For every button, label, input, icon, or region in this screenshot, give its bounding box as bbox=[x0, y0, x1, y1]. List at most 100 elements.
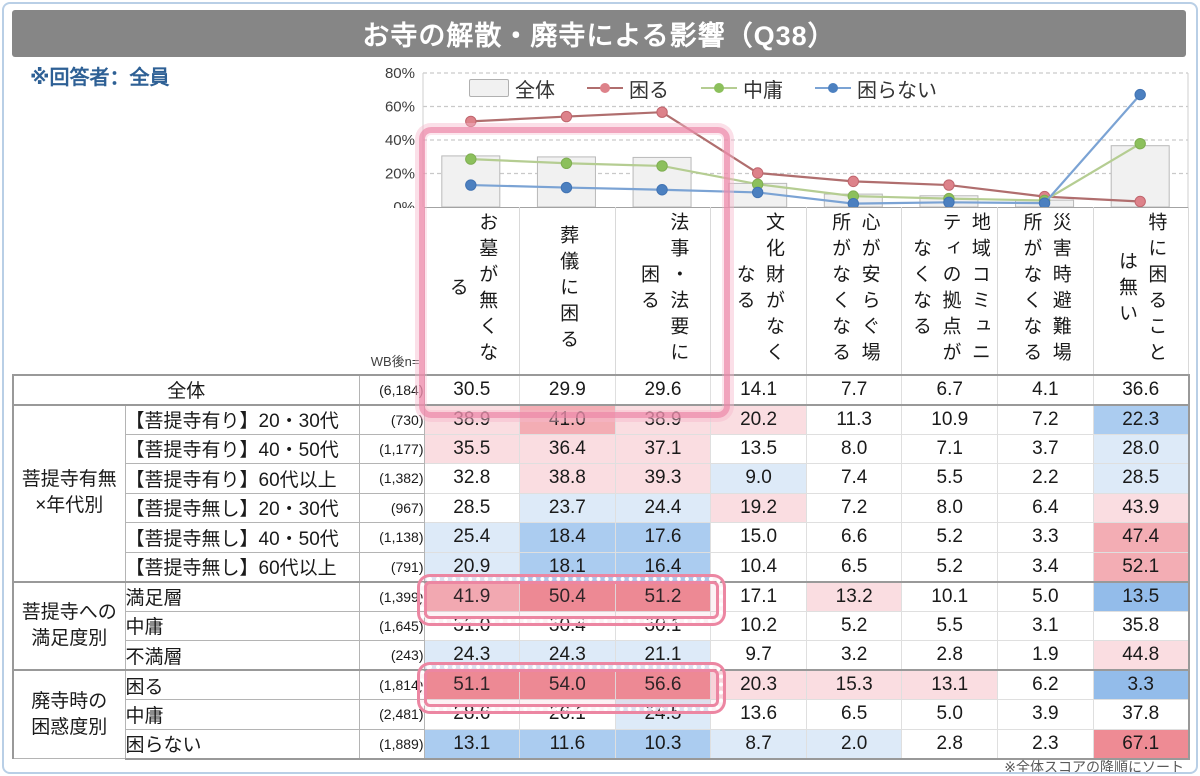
value-cell: 51.1 bbox=[423, 669, 521, 700]
row-label-cell: 満足層 bbox=[124, 580, 360, 612]
row-label-cell: 【菩提寺無し】20・30代 bbox=[124, 492, 360, 523]
value-cell: 56.6 bbox=[614, 669, 712, 700]
value-cell: 9.0 bbox=[710, 463, 807, 494]
value-cell: 28.0 bbox=[1092, 433, 1190, 464]
value-cell: 5.2 bbox=[805, 610, 903, 641]
row-label-cell: 困らない bbox=[124, 728, 360, 760]
value-cell: 30.1 bbox=[614, 610, 712, 641]
value-cell: 10.3 bbox=[614, 728, 712, 760]
row-label-cell: 【菩提寺有り】60代以上 bbox=[124, 463, 360, 494]
value-cell: 67.1 bbox=[1092, 728, 1190, 760]
column-header-label: 特に困ることは無い bbox=[1115, 211, 1167, 368]
value-cell: 13.2 bbox=[805, 580, 903, 612]
value-cell: 30.5 bbox=[423, 373, 521, 406]
value-cell: 7.2 bbox=[805, 492, 903, 523]
value-cell: 9.7 bbox=[710, 640, 807, 671]
value-cell: 35.5 bbox=[423, 433, 521, 464]
value-cell: 43.9 bbox=[1092, 492, 1190, 523]
row-label-cell: 【菩提寺無し】40・50代 bbox=[124, 522, 360, 553]
value-cell: 3.7 bbox=[997, 433, 1094, 464]
value-cell: 5.2 bbox=[901, 551, 999, 582]
value-cell: 3.4 bbox=[997, 551, 1094, 582]
value-cell: 31.0 bbox=[423, 610, 521, 641]
value-cell: 50.4 bbox=[519, 580, 616, 612]
n-cell: (1,382) bbox=[358, 463, 425, 494]
value-cell: 5.0 bbox=[997, 580, 1094, 612]
value-cell: 17.6 bbox=[614, 522, 712, 553]
value-cell: 6.5 bbox=[805, 551, 903, 582]
value-cell: 10.2 bbox=[710, 610, 807, 641]
n-cell: (730) bbox=[358, 403, 425, 435]
column-header: 特に困ることは無い bbox=[1092, 207, 1190, 376]
legend-marker-dot bbox=[600, 83, 610, 93]
value-cell: 29.9 bbox=[519, 373, 616, 406]
table-row: 全体 (6,184) 30.5 29.9 29.6 14.1 7.7 6.7 4.1 36.6 bbox=[12, 373, 1190, 406]
value-cell: 18.1 bbox=[519, 551, 616, 582]
value-cell: 13.5 bbox=[710, 433, 807, 464]
value-cell: 13.1 bbox=[901, 669, 999, 700]
table-row: 【菩提寺有り】40・50代 (1,177) 35.5 36.4 37.1 13.5 8.0 7… bbox=[13, 433, 1190, 464]
table-row: 【菩提寺無し】20・30代 (967) 28.5 23.7 24.4 19.2 7.2 8.0… bbox=[13, 492, 1190, 523]
value-cell: 28.5 bbox=[423, 492, 521, 523]
group-label-cell: 菩提寺有無 ×年代別 bbox=[12, 403, 126, 582]
value-cell: 1.9 bbox=[997, 640, 1094, 671]
svg-text:80%: 80% bbox=[385, 65, 415, 82]
table-row: 【菩提寺無し】60代以上 (791) 20.9 18.1 16.4 10.4 6.5 5.2 3… bbox=[13, 551, 1190, 582]
table-row: 菩提寺への 満足度別 満足層 (1,399) 41.9 50.4 51.2 17.1 13.2… bbox=[12, 580, 1190, 671]
value-cell: 6.6 bbox=[805, 522, 903, 553]
table-row: 中庸 (2,481) 28.6 26.1 24.5 13.6 6.5 5.0 3.9 37.8 bbox=[13, 699, 1190, 730]
value-cell: 10.1 bbox=[901, 580, 999, 612]
legend-item: 困らない bbox=[815, 74, 937, 103]
table-row: 困らない (1,889) 13.1 11.6 10.3 8.7 2.0 2.8 2.3 67.1 bbox=[13, 728, 1190, 760]
table-row: 【菩提寺無し】40・50代 (1,138) 25.4 18.4 17.6 15.0 6.6 5… bbox=[13, 522, 1190, 553]
legend-marker-dot bbox=[828, 83, 838, 93]
value-cell: 54.0 bbox=[519, 669, 616, 700]
value-cell: 7.4 bbox=[805, 463, 903, 494]
value-cell: 7.1 bbox=[901, 433, 999, 464]
column-header-label: 葬儀に困る bbox=[557, 224, 579, 355]
column-header: 文化財がなくなる bbox=[710, 207, 807, 376]
value-cell: 32.8 bbox=[423, 463, 521, 494]
page-title: お寺の解散・廃寺による影響（Q38） bbox=[362, 21, 836, 51]
row-label-cell: 中庸 bbox=[124, 699, 360, 730]
value-cell: 28.5 bbox=[1092, 463, 1190, 494]
row-label-cell: 全体 bbox=[12, 373, 360, 406]
value-cell: 16.4 bbox=[614, 551, 712, 582]
n-cell: (791) bbox=[358, 551, 425, 582]
legend-marker-dot bbox=[714, 83, 724, 93]
value-cell: 38.9 bbox=[614, 403, 712, 435]
value-cell: 2.8 bbox=[901, 640, 999, 671]
value-cell: 7.2 bbox=[997, 403, 1094, 435]
n-cell: (1,399) bbox=[358, 580, 425, 612]
value-cell: 3.1 bbox=[997, 610, 1094, 641]
row-label-cell: 【菩提寺有り】40・50代 bbox=[124, 433, 360, 464]
legend-line-swatch bbox=[701, 83, 737, 93]
value-cell: 37.8 bbox=[1092, 699, 1190, 730]
n-cell: (967) bbox=[358, 492, 425, 523]
value-cell: 41.9 bbox=[423, 580, 521, 612]
column-header: お墓が無くなる bbox=[423, 207, 521, 376]
column-header: 地域コミュニティの拠点がなくなる bbox=[901, 207, 999, 376]
value-cell: 6.2 bbox=[997, 669, 1094, 700]
n-cell: (1,138) bbox=[358, 522, 425, 553]
value-cell: 8.0 bbox=[901, 492, 999, 523]
n-cell: (1,814) bbox=[358, 669, 425, 700]
svg-text:20%: 20% bbox=[385, 166, 415, 183]
combo-chart: 0% 20% 40% 60% 80% bbox=[385, 65, 1189, 210]
value-cell: 35.8 bbox=[1092, 610, 1190, 641]
column-header-label: お墓が無くなる bbox=[446, 211, 498, 368]
value-cell: 51.2 bbox=[614, 580, 712, 612]
value-cell: 5.5 bbox=[901, 610, 999, 641]
table-header-row: WB後n= お墓が無くなる 葬儀に困る 法事・法要に困る 文化財がなくなる 心が安らぐ場… bbox=[13, 207, 1190, 376]
column-header-label: 災害時避難場所がなくなる bbox=[1020, 211, 1071, 368]
value-cell: 13.1 bbox=[423, 728, 521, 760]
value-cell: 19.2 bbox=[710, 492, 807, 523]
legend-item: 全体 bbox=[469, 74, 555, 103]
row-label-cell: 【菩提寺無し】60代以上 bbox=[124, 551, 360, 582]
legend-bar-swatch bbox=[469, 79, 509, 97]
value-cell: 36.4 bbox=[519, 433, 616, 464]
value-cell: 15.0 bbox=[710, 522, 807, 553]
table-row: 中庸 (1,645) 31.0 30.4 30.1 10.2 5.2 5.5 3.1 35.8 bbox=[13, 610, 1190, 641]
value-cell: 13.6 bbox=[710, 699, 807, 730]
n-cell: (6,184) bbox=[358, 373, 425, 406]
